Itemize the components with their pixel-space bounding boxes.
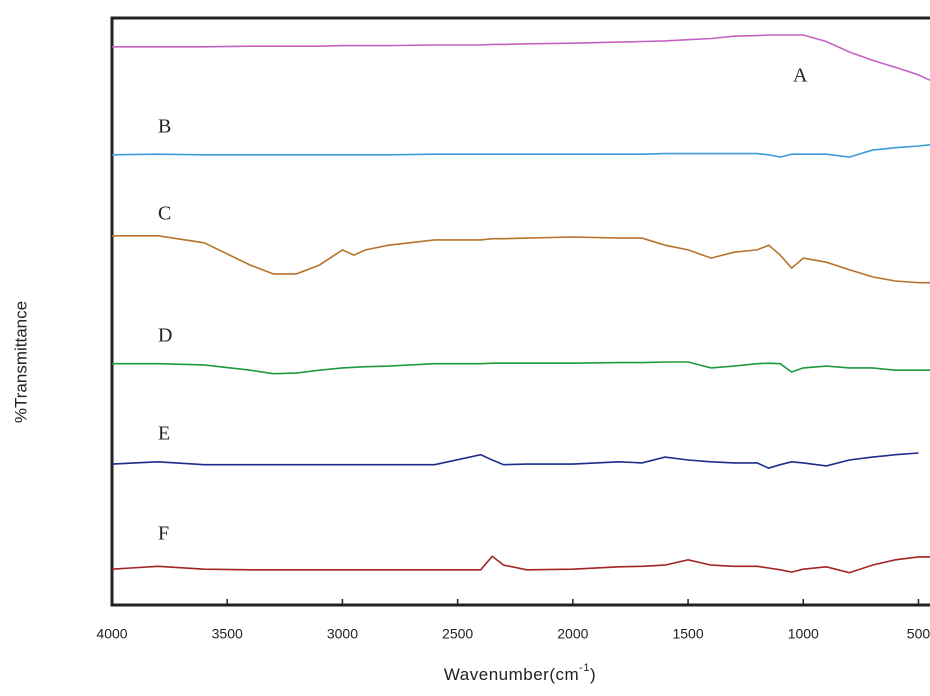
x-tick-label: 4000 [96, 626, 127, 642]
x-tick-label: 2000 [557, 626, 588, 642]
x-tick-label: 1500 [672, 626, 703, 642]
x-axis-label-sup: -1 [579, 662, 590, 674]
x-tick-label: 1000 [788, 626, 819, 642]
spectrum-line [112, 361, 930, 375]
spectrum-line [111, 555, 930, 574]
x-tick-label: 3000 [327, 626, 358, 642]
series-label: F [158, 523, 169, 545]
x-tick-label: 2500 [442, 626, 473, 642]
x-axis-label-text: Wavenumber(cm [444, 665, 579, 684]
spectrum-line [111, 144, 930, 158]
series-label: C [158, 203, 171, 225]
series-label: E [158, 423, 170, 445]
series-label: D [158, 325, 172, 347]
series-label: A [793, 65, 808, 87]
x-tick-label: 500 [907, 626, 930, 642]
spectrum-line [111, 452, 919, 470]
x-tick-label: 3500 [212, 626, 243, 642]
x-axis-label-close: ) [590, 665, 596, 684]
spectrum-line [112, 34, 930, 81]
plot-frame [110, 16, 930, 607]
spectrum-line [112, 235, 930, 284]
y-axis-label: %Transmittance [11, 301, 30, 423]
x-axis-label: Wavenumber(cm-1) [444, 662, 596, 685]
series-label: B [158, 116, 171, 138]
